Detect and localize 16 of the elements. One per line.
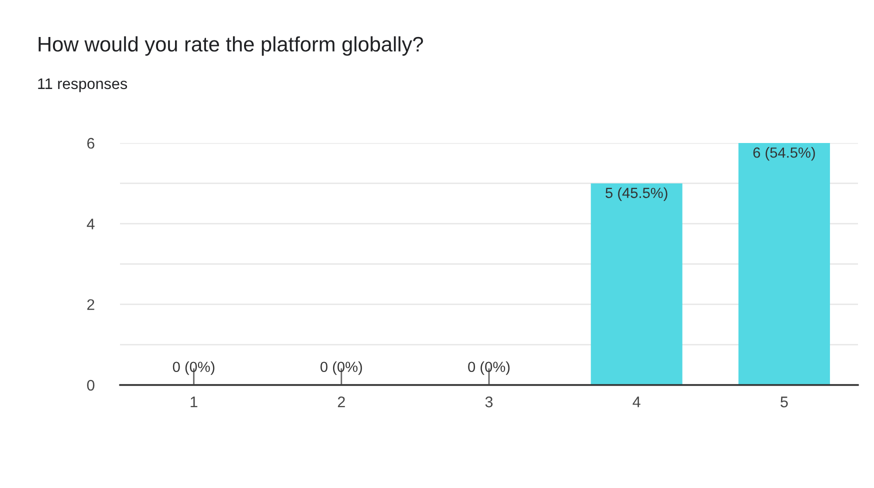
y-tick-label: 6 <box>87 138 94 149</box>
x-tick-label: 4 <box>632 396 640 408</box>
x-tick-label: 2 <box>338 396 345 408</box>
chart-subtitle: 11 responses <box>38 78 128 92</box>
x-tick-label: 1 <box>190 396 198 408</box>
chart-title: How would you rate the platform globally? <box>38 36 424 56</box>
x-tick-label: 5 <box>780 396 788 408</box>
data-label: 0 (0%) <box>468 361 510 375</box>
x-tick-label: 3 <box>485 396 493 408</box>
data-label: 5 (45.5%) <box>606 187 668 201</box>
data-label: 0 (0%) <box>320 361 362 375</box>
y-tick-label: 0 <box>87 380 94 391</box>
y-tick-label: 2 <box>87 299 94 310</box>
data-label: 6 (54.5%) <box>753 147 815 161</box>
data-label: 0 (0%) <box>172 361 214 375</box>
y-tick-label: 4 <box>86 218 95 230</box>
